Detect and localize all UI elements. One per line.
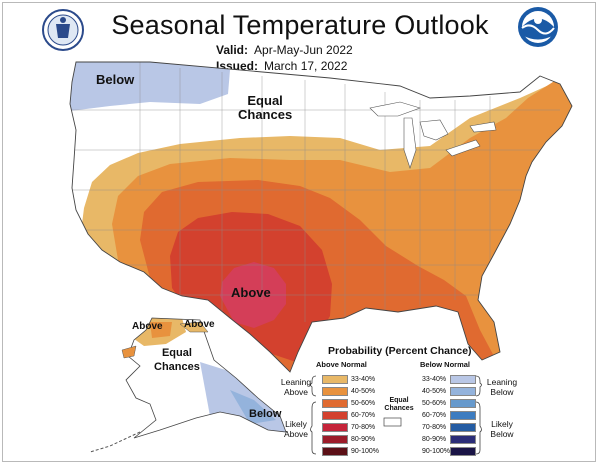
leaning-above-line2: Above — [283, 387, 309, 397]
legend-above-swatch — [322, 435, 348, 444]
legend-below-header: Below Normal — [420, 360, 471, 369]
leaning-above-line1: Leaning — [280, 377, 312, 387]
legend-below-swatch — [450, 399, 476, 408]
legend-equal-chances-label: Equal Chances — [378, 397, 420, 413]
valid-value: Apr-May-Jun 2022 — [254, 43, 353, 57]
valid-label: Valid: — [216, 43, 249, 57]
likely-below-line2: Below — [490, 429, 514, 439]
alaska-west-coast — [121, 345, 137, 359]
issued-value: March 17, 2022 — [264, 59, 348, 73]
legend-below-range: 90-100% — [422, 448, 451, 455]
label-ak-chances-word: Chances — [154, 361, 200, 373]
alaska-north-slope — [179, 321, 209, 333]
legend-above-range: 50-60% — [351, 400, 376, 407]
legend-above-swatch — [322, 399, 348, 408]
label-above-alaska-west: Above — [132, 321, 163, 332]
label-above-south: Above — [231, 285, 271, 300]
alaska-outline — [125, 317, 287, 439]
legend-above-range: 40-50% — [351, 388, 376, 395]
legend-equal-word: Equal — [389, 397, 409, 404]
label-equal-word: Equal — [247, 93, 283, 108]
legend-above-swatch — [322, 387, 348, 396]
likely-above-line2: Above — [283, 429, 309, 439]
legend-above-swatch — [322, 375, 348, 384]
doc-seal-icon — [42, 9, 84, 51]
legend-below-swatch — [450, 375, 476, 384]
legend-above-range: 33-40% — [351, 376, 376, 383]
map-title: Seasonal Temperature Outlook — [111, 10, 489, 40]
legend-below-swatch — [450, 447, 476, 456]
legend-below-range: 50-60% — [422, 400, 447, 407]
legend-above-range: 60-70% — [351, 412, 376, 419]
legend-above-range: 90-100% — [351, 448, 380, 455]
legend-below-range: 70-80% — [422, 424, 447, 431]
label-below-alaska: Below — [249, 408, 282, 420]
label-equal-chances-alaska: Equal Chances — [154, 346, 200, 374]
legend-above-swatch — [322, 447, 348, 456]
label-below-northwest: Below — [96, 72, 135, 87]
legend-chances-word: Chances — [384, 405, 414, 412]
legend-above-swatch — [322, 411, 348, 420]
legend: Probability (Percent Chance) Above Norma… — [288, 342, 504, 462]
legend-below-swatch — [450, 411, 476, 420]
legend-leaning-below: Leaning Below — [482, 377, 522, 397]
legend-brackets — [310, 375, 482, 455]
legend-leaning-above: Leaning Above — [278, 377, 314, 397]
likely-below-line1: Likely — [491, 419, 513, 429]
label-above-alaska-north: Above — [184, 319, 215, 330]
noaa-logo-icon — [518, 7, 558, 47]
contour-below-nw — [70, 62, 230, 112]
legend-below-range: 40-50% — [422, 388, 447, 395]
legend-equal-chances-swatch — [383, 417, 402, 427]
legend-below-swatch — [450, 423, 476, 432]
legend-below-swatch — [450, 387, 476, 396]
likely-above-line1: Likely — [285, 419, 307, 429]
label-chances-word: Chances — [238, 107, 293, 122]
state-borders — [70, 62, 560, 322]
legend-title: Probability (Percent Chance) — [328, 345, 472, 357]
label-equal-chances-north: Equal Chances — [238, 94, 292, 122]
legend-likely-below: Likely Below — [482, 419, 522, 439]
legend-above-range: 80-90% — [351, 436, 376, 443]
conus-outline — [69, 61, 573, 373]
leaning-below-line1: Leaning — [486, 377, 518, 387]
legend-above-range: 70-80% — [351, 424, 376, 431]
legend-above-swatch — [322, 423, 348, 432]
great-lakes — [369, 101, 497, 169]
legend-below-swatch — [450, 435, 476, 444]
valid-line: Valid: Apr-May-Jun 2022 — [216, 43, 353, 57]
legend-below-range: 33-40% — [422, 376, 447, 383]
label-ak-equal-word: Equal — [161, 347, 192, 359]
legend-likely-above: Likely Above — [278, 419, 314, 439]
aleutian-islands — [89, 431, 141, 453]
legend-above-header: Above Normal — [316, 360, 367, 369]
legend-below-range: 80-90% — [422, 436, 447, 443]
legend-below-range: 60-70% — [422, 412, 447, 419]
leaning-below-line2: Below — [490, 387, 514, 397]
